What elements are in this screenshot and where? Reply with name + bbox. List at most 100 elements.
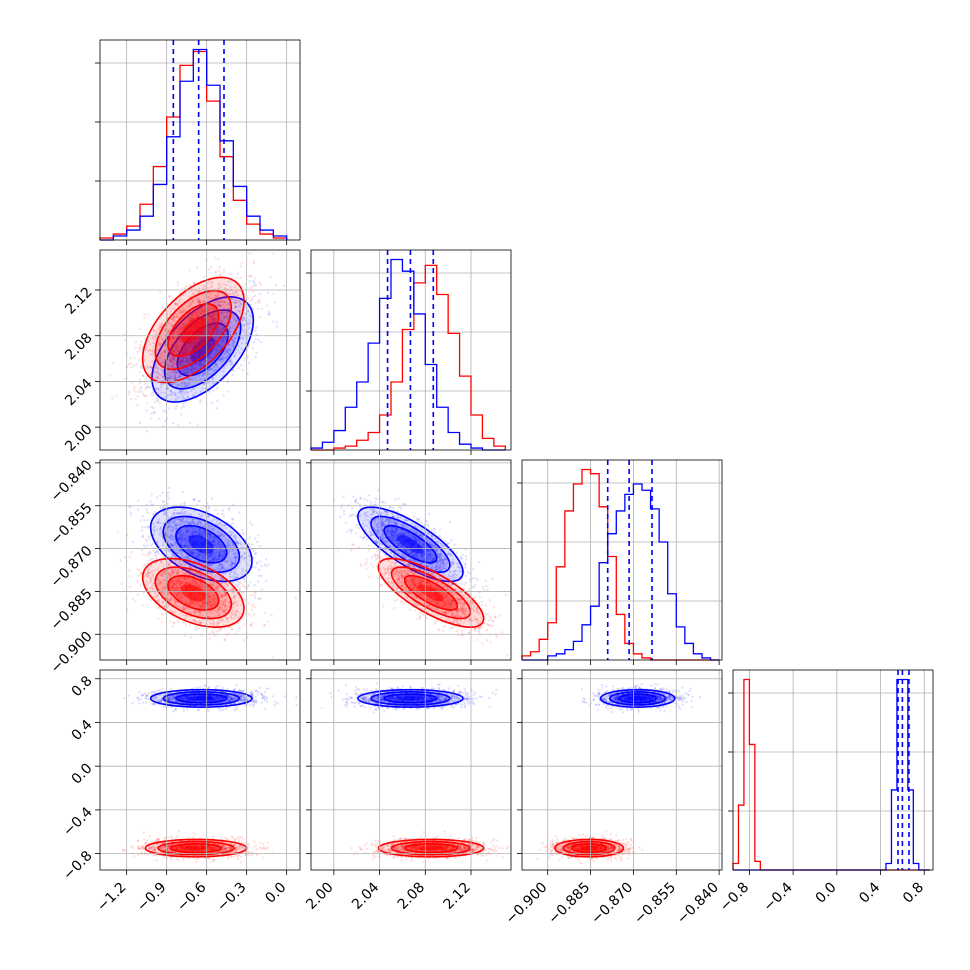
scatter-point bbox=[259, 560, 262, 563]
scatter-point bbox=[167, 373, 170, 376]
scatter-point bbox=[179, 360, 183, 364]
scatter-point bbox=[210, 312, 214, 316]
scatter-point bbox=[250, 608, 253, 612]
scatter-point bbox=[145, 345, 148, 348]
scatter-point bbox=[225, 315, 229, 319]
scatter-point bbox=[127, 362, 130, 366]
scatter-point bbox=[164, 350, 167, 353]
scatter-point bbox=[241, 336, 244, 340]
scatter-point bbox=[195, 366, 198, 370]
scatter-point bbox=[210, 280, 214, 284]
scatter-point bbox=[222, 318, 225, 322]
scatter-point bbox=[151, 336, 155, 339]
scatter-point bbox=[236, 585, 239, 588]
scatter-point bbox=[146, 367, 150, 370]
scatter-point bbox=[216, 366, 219, 369]
scatter-point bbox=[175, 302, 178, 305]
scatter-point bbox=[180, 311, 183, 314]
scatter-point bbox=[134, 398, 137, 401]
scatter-point bbox=[215, 348, 218, 352]
scatter-point bbox=[186, 350, 189, 353]
scatter-point bbox=[193, 342, 196, 345]
scatter-point bbox=[202, 310, 205, 313]
scatter-point bbox=[241, 529, 244, 532]
scatter-point bbox=[210, 314, 213, 318]
scatter-point bbox=[201, 374, 204, 377]
scatter-point bbox=[172, 616, 176, 619]
scatter-point bbox=[217, 269, 220, 272]
scatter-point bbox=[189, 295, 193, 298]
scatter-point bbox=[242, 532, 245, 535]
hist-frame-3 bbox=[732, 669, 934, 871]
scatter-point bbox=[238, 511, 241, 514]
scatter-point bbox=[210, 265, 213, 269]
scatter-point bbox=[228, 325, 231, 328]
scatter-point bbox=[272, 320, 275, 323]
scatter-point bbox=[221, 340, 225, 344]
scatter-point bbox=[199, 390, 203, 393]
scatter-point bbox=[215, 336, 218, 339]
scatter-point bbox=[227, 390, 230, 393]
scatter-point bbox=[191, 368, 194, 372]
scatter-point bbox=[195, 379, 199, 382]
scatter-point bbox=[170, 376, 173, 380]
scatter-point bbox=[178, 359, 182, 363]
scatter-point bbox=[226, 303, 229, 307]
scatter-point bbox=[178, 339, 182, 342]
scatter-point bbox=[239, 276, 243, 280]
scatter-point bbox=[247, 274, 251, 278]
scatter-point bbox=[193, 313, 196, 316]
scatter-point bbox=[174, 377, 178, 381]
scatter-point bbox=[136, 404, 139, 407]
scatter-point bbox=[169, 390, 173, 393]
scatter-point bbox=[181, 389, 184, 392]
scatter-point bbox=[224, 350, 227, 353]
scatter-point bbox=[226, 345, 229, 348]
scatter-point bbox=[193, 301, 196, 304]
scatter-point bbox=[223, 335, 227, 339]
scatter-point bbox=[131, 540, 135, 543]
scatter-point bbox=[138, 327, 142, 331]
scatter-point bbox=[267, 563, 270, 566]
scatter-point bbox=[215, 295, 218, 298]
scatter-point bbox=[219, 342, 223, 345]
scatter-point bbox=[170, 393, 173, 397]
scatter-point bbox=[158, 401, 162, 405]
scatter-point bbox=[161, 323, 164, 326]
scatter-point bbox=[176, 383, 180, 387]
scatter-point bbox=[185, 285, 188, 288]
scatter-point bbox=[218, 273, 222, 277]
scatter-point bbox=[180, 360, 184, 364]
scatter-point bbox=[268, 312, 271, 316]
scatter-point bbox=[213, 362, 217, 365]
scatter-point bbox=[211, 370, 215, 373]
scatter-point bbox=[235, 320, 238, 323]
scatter-point bbox=[190, 365, 193, 368]
scatter-point bbox=[147, 313, 151, 316]
scatter-point bbox=[186, 361, 190, 365]
scatter-point bbox=[259, 574, 263, 578]
scatter-point bbox=[228, 327, 232, 330]
scatter-point bbox=[226, 354, 229, 358]
scatter-point bbox=[231, 518, 235, 521]
scatter-point bbox=[174, 362, 177, 365]
scatter-point bbox=[177, 423, 180, 427]
scatter-point bbox=[215, 302, 218, 305]
scatter-point bbox=[251, 347, 255, 350]
scatter-point bbox=[170, 343, 173, 346]
scatter-point bbox=[144, 545, 147, 548]
scatter-point bbox=[172, 346, 176, 349]
scatter-point bbox=[201, 299, 204, 303]
scatter-point bbox=[156, 375, 159, 378]
scatter-point bbox=[260, 564, 263, 568]
scatter-point bbox=[201, 507, 204, 510]
scatter-point bbox=[238, 588, 242, 591]
scatter-point bbox=[194, 310, 198, 313]
scatter-point bbox=[255, 351, 258, 355]
scatter-point bbox=[186, 320, 189, 323]
scatter-point bbox=[151, 349, 154, 353]
scatter-point bbox=[176, 340, 179, 344]
scatter-point bbox=[237, 300, 240, 303]
scatter-point bbox=[214, 351, 218, 355]
scatter-point bbox=[251, 621, 254, 624]
